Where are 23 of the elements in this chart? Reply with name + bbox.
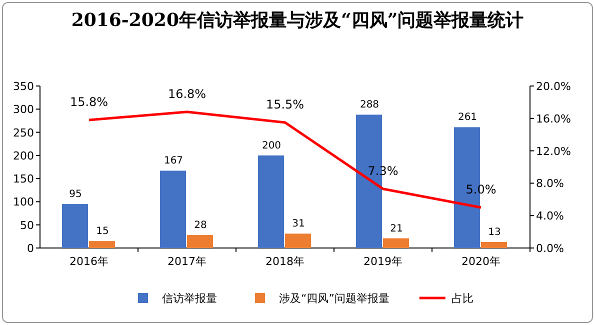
y-tick-label: 250 [13, 126, 34, 140]
x-tick-label: 2020年 [462, 255, 500, 268]
x-tick-label: 2017年 [168, 255, 206, 268]
chart-title: 2016-2020年信访举报量与涉及“四风”问题举报量统计 [70, 9, 525, 33]
y2-tick-label: 12.0% [536, 144, 571, 158]
y-tick-label: 200 [13, 149, 34, 162]
y2-tick-label: 16.0% [536, 112, 571, 126]
y-tick-label: 150 [13, 172, 34, 186]
y-tick-label: 0 [27, 242, 34, 255]
y2-tick-label: 4.0% [536, 210, 564, 223]
y-tick-label: 50 [20, 218, 34, 232]
y-tick-label: 300 [13, 103, 34, 116]
y2-tick-label: 20.0% [536, 80, 571, 93]
x-tick-label: 2016年 [70, 255, 108, 268]
y-tick-label: 350 [13, 80, 34, 93]
legend-label: 占比 [451, 292, 474, 305]
x-tick-label: 2018年 [266, 255, 304, 268]
y2-tick-label: 0.0% [536, 242, 564, 255]
y-tick-label: 100 [13, 196, 34, 209]
legend-label: 涉及“四风”问题举报量 [279, 292, 390, 305]
x-tick-label: 2019年 [364, 255, 402, 268]
legend-label: 信访举报量 [162, 292, 217, 305]
y2-tick-label: 8.0% [536, 177, 564, 190]
